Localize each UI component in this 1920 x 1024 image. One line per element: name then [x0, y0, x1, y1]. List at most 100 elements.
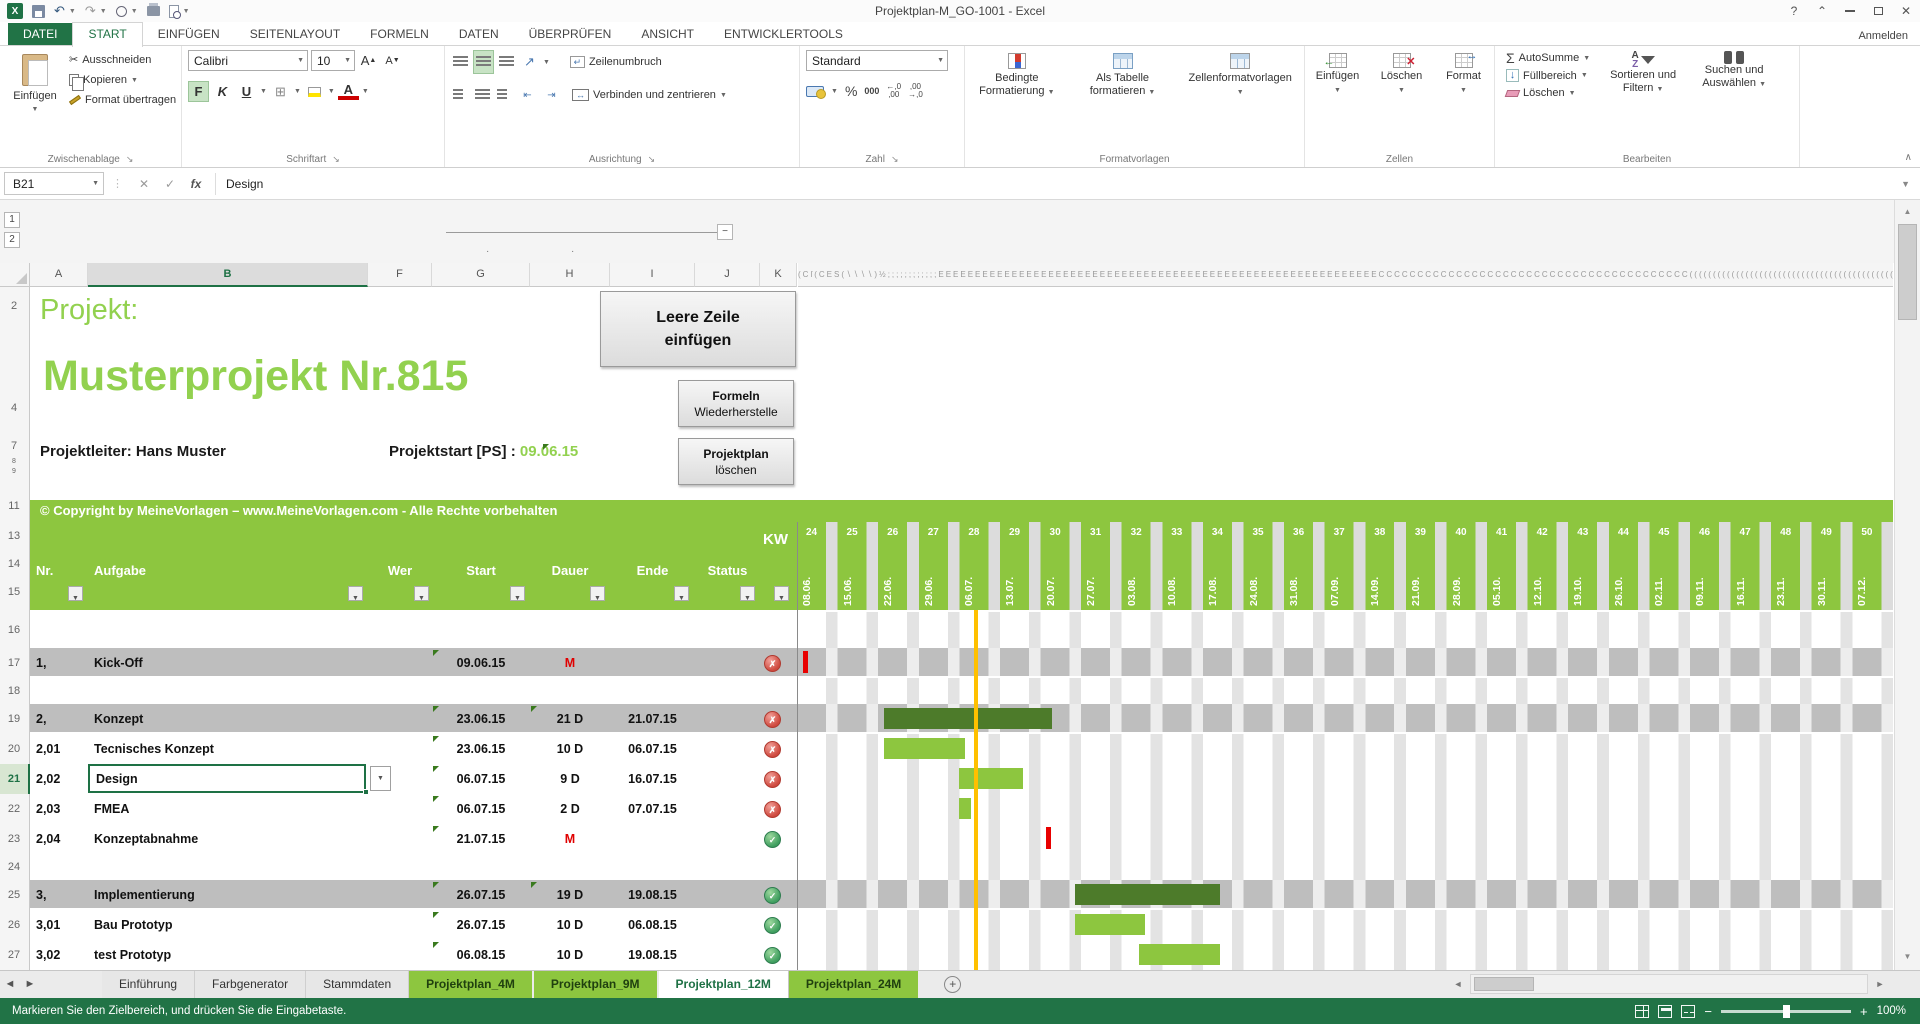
tab-ueberpruefen[interactable]: ÜBERPRÜFEN: [528, 27, 612, 41]
delete-plan-button[interactable]: Projektplan löschen: [678, 438, 794, 485]
cancel-entry-icon[interactable]: ✕: [138, 176, 150, 191]
cell-task[interactable]: FMEA: [94, 802, 130, 816]
normal-view-icon[interactable]: [1635, 1004, 1650, 1018]
save-icon[interactable]: [32, 4, 45, 18]
underline-button[interactable]: U: [241, 84, 252, 99]
row-header-22[interactable]: 22: [7, 803, 21, 815]
project-start-date[interactable]: 09.06.15: [519, 443, 579, 460]
cell-task[interactable]: Konzeptabnahme: [94, 832, 199, 846]
touch-mode-icon[interactable]: [115, 5, 127, 17]
tab-datei[interactable]: DATEI: [8, 23, 73, 46]
align-bottom-icon[interactable]: [497, 51, 516, 73]
conditional-formatting-button[interactable]: Bedingte Formatierung ▼: [965, 50, 1069, 99]
fill-button[interactable]: ↓ Füllbereich ▼: [1503, 68, 1593, 83]
insert-cells-button[interactable]: ← Einfügen ▼: [1309, 50, 1367, 97]
filter-button[interactable]: ▼: [674, 586, 689, 602]
font-color-icon[interactable]: A: [337, 83, 359, 100]
column-header-K[interactable]: K: [760, 263, 797, 287]
cell-dauer[interactable]: 10 D: [556, 948, 584, 962]
restore-formulas-button[interactable]: Formeln Wiederherstelle: [678, 380, 794, 427]
row-header-11[interactable]: 11: [8, 500, 20, 512]
selection-fill-handle[interactable]: [363, 789, 369, 795]
find-select-button[interactable]: Suchen und Auswählen ▼: [1689, 46, 1779, 100]
excel-logo-icon[interactable]: X: [7, 3, 23, 19]
format-as-table-button[interactable]: Als Tabelle formatieren ▼: [1077, 50, 1169, 99]
align-left-icon[interactable]: [451, 84, 470, 106]
row-header-7[interactable]: 7: [10, 440, 18, 452]
column-header-H[interactable]: H: [530, 263, 610, 287]
row-header-21[interactable]: 21: [0, 764, 30, 794]
increase-font-icon[interactable]: A ▲: [360, 53, 377, 68]
cell-ende[interactable]: 21.07.15: [628, 712, 677, 726]
cell-dauer[interactable]: 10 D: [556, 918, 584, 932]
column-header-B[interactable]: B: [88, 263, 368, 287]
row-header-4[interactable]: 4: [10, 402, 18, 414]
cell-nr[interactable]: 2,01: [36, 742, 61, 756]
restore-button[interactable]: [1864, 0, 1892, 22]
dialog-launcher-icon[interactable]: ↘: [125, 154, 134, 164]
minimize-button[interactable]: [1836, 0, 1864, 22]
format-cells-button[interactable]: ↔ Format ▼: [1446, 50, 1481, 94]
cell-ende[interactable]: 16.07.15: [628, 772, 677, 786]
cell-dauer[interactable]: 9 D: [560, 772, 580, 786]
align-top-icon[interactable]: [451, 51, 470, 73]
row-header-19[interactable]: 19: [7, 713, 21, 725]
cell-ende[interactable]: [610, 824, 695, 854]
cell-task-selected[interactable]: Design: [96, 772, 138, 786]
outline-level-2-button[interactable]: 2: [4, 232, 20, 248]
zoom-slider-thumb[interactable]: [1782, 1004, 1790, 1018]
cell-task[interactable]: Bau Prototyp: [94, 918, 173, 932]
merge-center-button[interactable]: ↔ Verbinden und zentrieren ▼: [569, 88, 730, 102]
prev-sheet-icon[interactable]: ◄: [4, 978, 16, 990]
bold-button[interactable]: F: [188, 81, 209, 102]
filter-button[interactable]: ▼: [414, 586, 429, 602]
row-header-8[interactable]: 8: [12, 458, 16, 465]
row-header-17[interactable]: 17: [7, 657, 21, 669]
cell-nr[interactable]: 2,02: [36, 772, 61, 786]
outline-collapse-button[interactable]: −: [717, 224, 733, 240]
hscroll-right-icon[interactable]: ►: [1875, 979, 1885, 989]
sheet-tab-Projektplan_24M[interactable]: Projektplan_24M: [788, 971, 921, 998]
insert-empty-row-button[interactable]: Leere Zeile einfügen: [600, 291, 796, 367]
horizontal-scrollbar[interactable]: [1470, 974, 1868, 994]
cell-ende[interactable]: 06.07.15: [628, 742, 677, 756]
quick-print-icon[interactable]: [146, 3, 160, 16]
page-break-view-icon[interactable]: [1681, 1004, 1696, 1018]
decrease-font-icon[interactable]: A ▼: [385, 54, 400, 67]
cell-nr[interactable]: 3,: [36, 888, 47, 902]
decrease-decimal-icon[interactable]: ,00 →,0: [908, 82, 923, 99]
cell-start[interactable]: 21.07.15: [456, 832, 506, 846]
dialog-launcher-icon[interactable]: ↘: [647, 154, 656, 164]
cell-start[interactable]: 06.07.15: [456, 772, 506, 786]
fill-color-icon[interactable]: [304, 81, 325, 102]
sheet-tab-Projektplan_12M[interactable]: Projektplan_12M: [658, 971, 789, 998]
cell-nr[interactable]: 2,03: [36, 802, 61, 816]
cell-ende[interactable]: 07.07.15: [628, 802, 677, 816]
column-header-I[interactable]: I: [610, 263, 695, 287]
zoom-in-icon[interactable]: +: [1859, 1003, 1868, 1019]
column-header-F[interactable]: F: [368, 263, 432, 287]
select-all-corner[interactable]: [0, 263, 30, 287]
cell-dauer[interactable]: M: [564, 656, 576, 670]
cell-start[interactable]: 26.07.15: [456, 888, 506, 902]
align-middle-icon[interactable]: [473, 50, 494, 74]
underline-dropdown-icon[interactable]: ▼: [260, 88, 267, 95]
zoom-level[interactable]: 100%: [1876, 1005, 1906, 1017]
align-center-icon[interactable]: [473, 84, 492, 106]
sheet-tab-Einführung[interactable]: Einführung: [102, 971, 196, 998]
cell-dauer[interactable]: 21 D: [556, 712, 584, 726]
italic-button[interactable]: K: [217, 84, 228, 99]
dialog-launcher-icon[interactable]: ↘: [332, 154, 340, 164]
cell-dauer[interactable]: 2 D: [560, 802, 580, 816]
collapse-ribbon-icon[interactable]: ∧: [1904, 152, 1912, 163]
redo-dropdown-icon[interactable]: ▼: [99, 7, 107, 15]
paste-button[interactable]: Einfügen ▼: [6, 50, 64, 142]
filter-button[interactable]: ▼: [68, 586, 83, 602]
increase-decimal-icon[interactable]: ←,0,00: [886, 82, 902, 99]
orientation-icon[interactable]: ↗: [524, 54, 535, 69]
sheet-tab-Projektplan_4M[interactable]: Projektplan_4M: [409, 971, 534, 998]
sheet-tab-Projektplan_9M[interactable]: Projektplan_9M: [533, 971, 659, 998]
copy-button[interactable]: Kopieren ▼: [66, 73, 179, 91]
sheet-tab-Stammdaten[interactable]: Stammdaten: [306, 971, 410, 998]
delete-cells-button[interactable]: ✕ Löschen ▼: [1373, 50, 1431, 97]
